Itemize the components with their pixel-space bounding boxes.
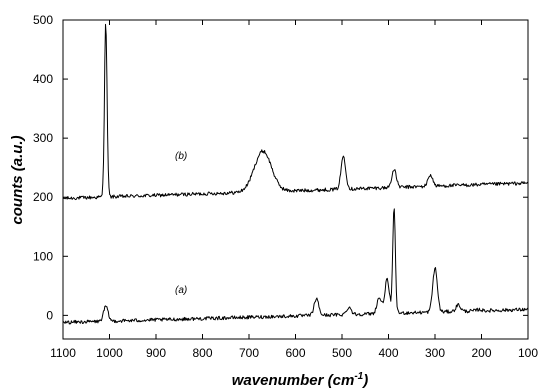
- x-tick-label-500: 500: [332, 346, 352, 360]
- x-tick-label-800: 800: [192, 346, 212, 360]
- y-tick-labels: 0 100 200 300 400 500: [33, 13, 53, 322]
- y-tick-label-300: 300: [33, 131, 53, 145]
- x-tick-label-300: 300: [425, 346, 445, 360]
- plot-frame: [62, 19, 529, 340]
- y-tick-label-100: 100: [33, 249, 53, 263]
- x-tick-label-900: 900: [146, 346, 166, 360]
- x-axis-title-superscript: -1: [354, 371, 363, 382]
- x-tick-label-1100: 1100: [50, 346, 76, 360]
- series-label-a: (a): [175, 285, 187, 296]
- x-axis-title-tail: ): [361, 372, 368, 389]
- x-tick-label-200: 200: [471, 346, 491, 360]
- x-tick-label-100: 100: [518, 346, 538, 360]
- y-tick-label-200: 200: [33, 190, 53, 204]
- spectrum-b: [62, 23, 528, 201]
- x-axis-title: wavenumber (cm-1): [232, 371, 368, 389]
- x-tick-label-700: 700: [239, 346, 259, 360]
- x-tick-labels: 1100 1000 900 800 700 600 500 400 300 200 100: [50, 346, 538, 360]
- y-tick-label-500: 500: [33, 13, 53, 27]
- series-label-b: (b): [175, 151, 187, 162]
- spectrum-a: [62, 208, 528, 325]
- y-axis-title: counts (a.u.): [9, 135, 26, 224]
- axis-ticks: [62, 19, 529, 339]
- x-tick-label-1000: 1000: [96, 346, 123, 360]
- y-tick-label-400: 400: [33, 72, 53, 86]
- x-tick-label-600: 600: [285, 346, 305, 360]
- x-axis-title-main: wavenumber (cm: [232, 372, 355, 389]
- x-tick-label-400: 400: [378, 346, 398, 360]
- spectra: [62, 23, 528, 325]
- y-tick-label-0: 0: [46, 308, 53, 322]
